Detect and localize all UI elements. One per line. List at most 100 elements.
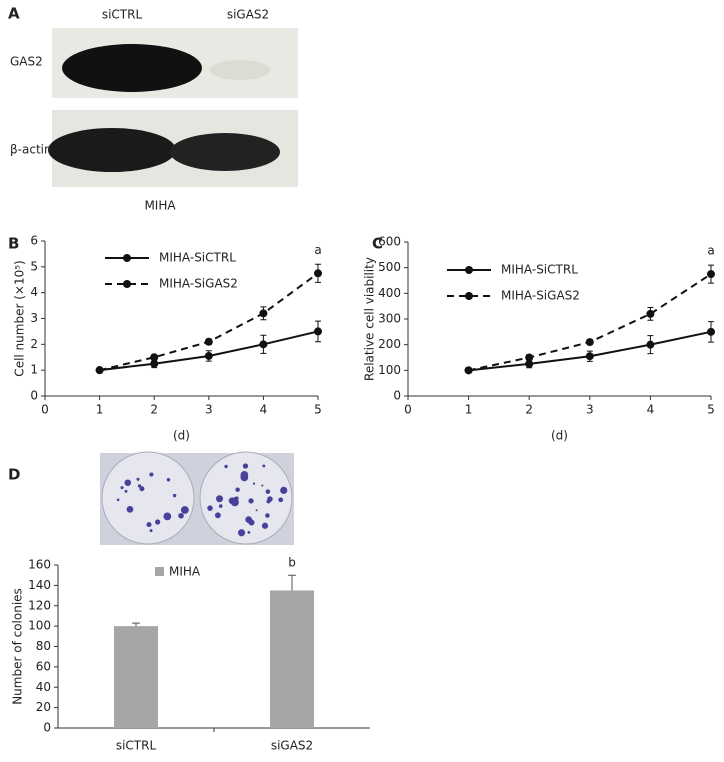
x-tick-label: 4 xyxy=(260,403,268,417)
panel-label: D xyxy=(8,466,20,484)
colony xyxy=(137,484,142,488)
point xyxy=(525,353,534,362)
colony xyxy=(261,522,269,529)
colony xyxy=(247,530,251,534)
legend-marker xyxy=(123,280,131,288)
colony xyxy=(233,496,238,501)
legend-label: MIHA-SiGAS2 xyxy=(501,289,580,303)
y-tick-label: 40 xyxy=(36,680,51,694)
colony xyxy=(116,498,120,502)
x-tick-label: 2 xyxy=(150,403,158,417)
colony xyxy=(218,504,223,508)
bar xyxy=(114,626,158,728)
x-tick-label: 5 xyxy=(707,403,715,417)
colony xyxy=(265,489,271,494)
y-tick-label: 60 xyxy=(36,659,51,673)
panel-label: A xyxy=(8,5,20,23)
legend-label: MIHA xyxy=(169,565,201,579)
colony xyxy=(172,493,177,498)
x-tick-label: 1 xyxy=(96,403,104,417)
error-bar xyxy=(288,574,296,591)
y-axis-label: Relative cell viability xyxy=(363,257,377,381)
y-tick-label: 140 xyxy=(28,578,51,592)
x-tick-label: 3 xyxy=(586,403,594,417)
panel-label: B xyxy=(8,235,19,253)
x-tick-label: siCTRL xyxy=(116,739,157,753)
legend-label: MIHA-SiCTRL xyxy=(501,263,578,277)
colony xyxy=(261,484,264,487)
colony xyxy=(180,506,189,514)
bar xyxy=(270,590,314,728)
x-axis-label: (d) xyxy=(173,429,190,443)
colony xyxy=(245,516,253,523)
y-tick-label: 160 xyxy=(28,558,51,572)
point xyxy=(150,359,159,368)
colony xyxy=(149,472,154,477)
colony xyxy=(139,486,145,492)
point xyxy=(646,340,655,349)
y-axis-label: Number of colonies xyxy=(11,588,25,705)
legend-swatch xyxy=(155,567,164,576)
point xyxy=(204,351,213,360)
colony xyxy=(235,487,240,492)
blot-band xyxy=(48,128,176,172)
legend-marker xyxy=(465,266,473,274)
y-tick-label: 100 xyxy=(28,619,51,633)
colony xyxy=(149,529,153,533)
y-tick-label: 100 xyxy=(378,363,401,377)
colony xyxy=(214,512,221,519)
x-tick-label: 4 xyxy=(647,403,655,417)
y-tick-label: 300 xyxy=(378,312,401,326)
point xyxy=(259,309,268,318)
annotation: a xyxy=(707,244,714,258)
y-tick-label: 6 xyxy=(30,234,38,248)
point xyxy=(585,352,594,361)
point xyxy=(707,270,715,279)
y-tick-label: 4 xyxy=(30,285,38,299)
colony xyxy=(207,505,213,511)
y-tick-label: 400 xyxy=(378,286,401,300)
colony xyxy=(240,471,249,479)
point xyxy=(646,309,655,318)
y-tick-label: 0 xyxy=(393,389,401,403)
point xyxy=(204,337,213,346)
colony xyxy=(248,498,254,504)
colony xyxy=(280,486,288,494)
y-tick-label: 2 xyxy=(30,337,38,351)
point xyxy=(95,366,104,375)
colonies xyxy=(116,463,288,537)
y-tick-label: 120 xyxy=(28,598,51,612)
colony xyxy=(163,512,172,521)
colony xyxy=(215,495,224,503)
colony xyxy=(237,529,246,537)
point xyxy=(707,327,715,336)
y-tick-label: 3 xyxy=(30,311,38,325)
legend-label: MIHA-SiCTRL xyxy=(159,251,236,265)
colony-dish xyxy=(199,451,293,545)
point xyxy=(259,340,268,349)
x-axis-label: (d) xyxy=(551,429,568,443)
y-tick-label: 0 xyxy=(30,389,38,403)
colony xyxy=(126,505,134,513)
point xyxy=(314,269,322,278)
x-tick-label: 0 xyxy=(404,403,412,417)
row-label: GAS2 xyxy=(10,55,43,69)
colony xyxy=(124,489,128,493)
colony xyxy=(252,482,256,485)
row-label: β-actin xyxy=(10,143,52,157)
colony xyxy=(124,479,132,486)
colony xyxy=(224,464,228,469)
y-axis-label: Cell number (×10⁵) xyxy=(13,260,27,376)
blot-band xyxy=(170,133,280,171)
y-tick-label: 500 xyxy=(378,260,401,274)
blot-band xyxy=(62,44,202,92)
x-tick-label: 5 xyxy=(314,403,322,417)
point xyxy=(150,353,159,362)
panel-label: C xyxy=(372,235,383,253)
x-tick-label: 2 xyxy=(525,403,533,417)
colony xyxy=(136,477,140,481)
x-tick-label: 3 xyxy=(205,403,213,417)
colony xyxy=(120,486,124,490)
colony xyxy=(255,509,258,512)
